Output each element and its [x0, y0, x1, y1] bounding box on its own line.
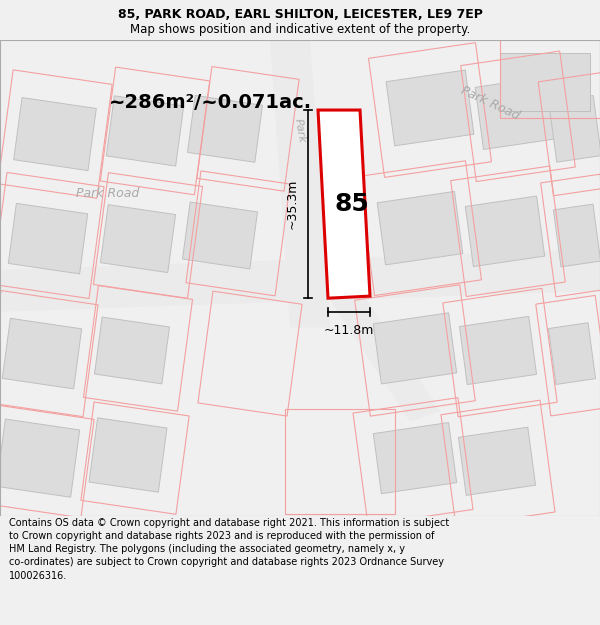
Text: ~35.3m: ~35.3m	[286, 179, 299, 229]
Text: ~11.8m: ~11.8m	[324, 324, 374, 337]
Polygon shape	[100, 204, 176, 272]
Text: Park: Park	[293, 118, 307, 144]
Text: 85, PARK ROAD, EARL SHILTON, LEICESTER, LE9 7EP: 85, PARK ROAD, EARL SHILTON, LEICESTER, …	[118, 8, 482, 21]
Polygon shape	[89, 418, 167, 492]
Polygon shape	[548, 96, 600, 162]
Polygon shape	[270, 40, 330, 328]
Polygon shape	[458, 428, 536, 496]
Text: Park Road: Park Road	[458, 84, 521, 122]
Polygon shape	[460, 316, 536, 384]
Polygon shape	[500, 53, 590, 111]
Polygon shape	[182, 202, 257, 269]
Polygon shape	[0, 249, 600, 312]
Polygon shape	[300, 244, 440, 421]
Polygon shape	[318, 110, 370, 298]
Text: Map shows position and indicative extent of the property.: Map shows position and indicative extent…	[130, 23, 470, 36]
Polygon shape	[377, 191, 463, 265]
Polygon shape	[386, 70, 474, 146]
Polygon shape	[14, 98, 97, 171]
Text: 85: 85	[335, 192, 370, 216]
Polygon shape	[373, 313, 457, 384]
Polygon shape	[0, 419, 80, 498]
Text: Contains OS data © Crown copyright and database right 2021. This information is : Contains OS data © Crown copyright and d…	[9, 518, 449, 581]
Polygon shape	[475, 77, 555, 149]
Polygon shape	[95, 317, 169, 384]
Polygon shape	[2, 318, 82, 389]
Polygon shape	[106, 96, 184, 166]
Text: ~286m²/~0.071ac.: ~286m²/~0.071ac.	[109, 93, 311, 112]
Polygon shape	[466, 196, 545, 266]
Text: Park Road: Park Road	[76, 187, 140, 200]
Polygon shape	[553, 204, 600, 267]
Polygon shape	[8, 203, 88, 274]
Polygon shape	[373, 422, 457, 494]
Polygon shape	[548, 322, 596, 384]
Polygon shape	[188, 96, 262, 162]
